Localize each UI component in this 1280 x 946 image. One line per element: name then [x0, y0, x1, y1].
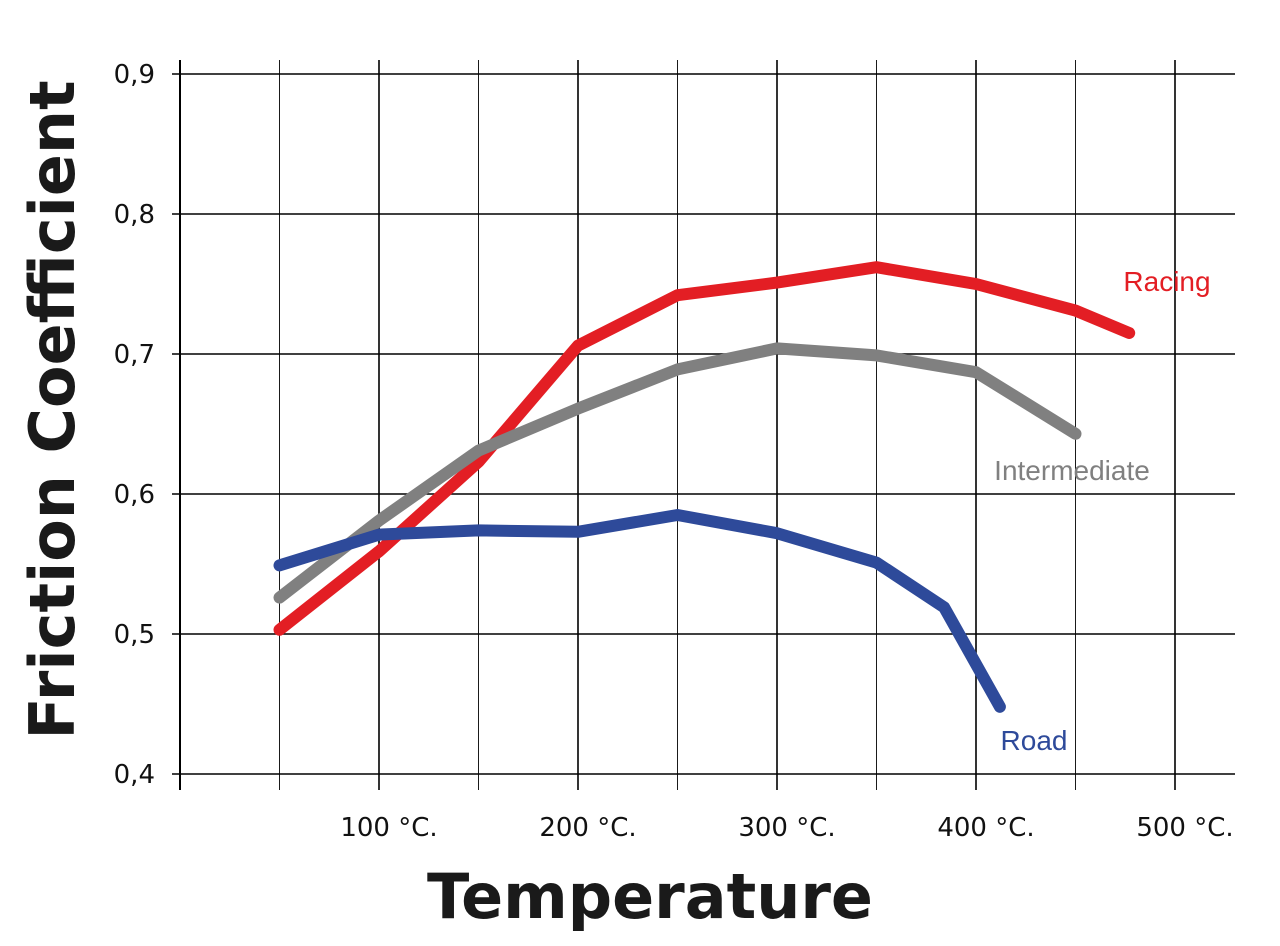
y-tick-label: 0,8 [114, 200, 155, 230]
series-line-racing [273, 261, 1136, 636]
y-tick-label: 0,6 [114, 480, 155, 510]
series-line-road [273, 509, 1006, 713]
y-tick-label: 0,7 [114, 340, 155, 370]
x-tick-label: 100 °C. [340, 813, 437, 843]
y-tick-label: 0,4 [114, 760, 155, 790]
y-tick-label: 0,9 [114, 60, 155, 90]
y-tick-label: 0,5 [114, 620, 155, 650]
x-axis-title: Temperature [427, 860, 873, 933]
x-tick-label: 200 °C. [539, 813, 636, 843]
y-axis-title: Friction Coefficient [16, 80, 89, 739]
series-lines [273, 261, 1136, 713]
series-label-intermediate: Intermediate [994, 455, 1150, 486]
series-label-road: Road [1001, 725, 1068, 756]
tick-labels: 0,4 0,5 0,6 0,7 0,8 0,9 100 °C. 200 °C. 300 °C. 4… [114, 60, 1234, 843]
series-label-racing: Racing [1123, 266, 1210, 297]
x-tick-label: 400 °C. [937, 813, 1034, 843]
grid [172, 60, 1235, 790]
x-tick-label: 300 °C. [738, 813, 835, 843]
series-line-intermediate [273, 342, 1082, 604]
x-tick-label: 500 °C. [1136, 813, 1233, 843]
